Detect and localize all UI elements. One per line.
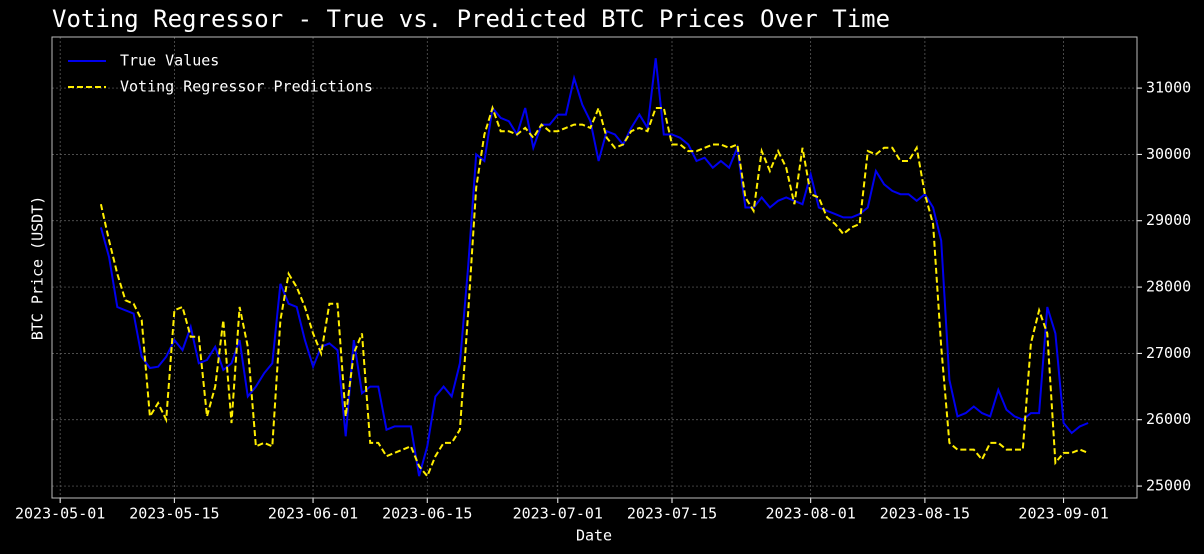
legend-label: True Values xyxy=(120,52,219,70)
x-tick-label: 2023-08-15 xyxy=(880,505,970,523)
y-tick-label: 29000 xyxy=(1146,211,1191,229)
y-tick-label: 31000 xyxy=(1146,79,1191,97)
series-line xyxy=(99,58,1089,477)
y-tick-label: 28000 xyxy=(1146,278,1191,296)
x-tick-label: 2023-06-01 xyxy=(268,505,358,523)
series-line xyxy=(99,104,1089,479)
legend-label: Voting Regressor Predictions xyxy=(120,78,373,96)
x-tick-label: 2023-05-01 xyxy=(15,505,105,523)
plot-area: 25000 26000 27000 28000 29000 30000 31000 2023-… xyxy=(15,37,1191,523)
x-tick-label: 2023-06-15 xyxy=(382,505,472,523)
x-tick-label: 2023-07-01 xyxy=(513,505,603,523)
x-tick-label: 2023-05-15 xyxy=(129,505,219,523)
x-axis-label: Date xyxy=(576,527,612,545)
y-tick-label: 26000 xyxy=(1146,410,1191,428)
x-tick-label: 2023-09-01 xyxy=(1018,505,1108,523)
y-tick-label: 25000 xyxy=(1146,477,1191,495)
x-tick-label: 2023-08-01 xyxy=(766,505,856,523)
y-tick-label: 27000 xyxy=(1146,344,1191,362)
chart-title: Voting Regressor - True vs. Predicted BT… xyxy=(52,5,890,33)
y-tick-label: 30000 xyxy=(1146,145,1191,163)
legend: True Values Voting Regressor Predictions xyxy=(68,52,373,96)
x-tick-label: 2023-07-15 xyxy=(627,505,717,523)
plot-frame xyxy=(51,36,1138,499)
y-axis-label: BTC Price (USDT) xyxy=(29,196,47,341)
